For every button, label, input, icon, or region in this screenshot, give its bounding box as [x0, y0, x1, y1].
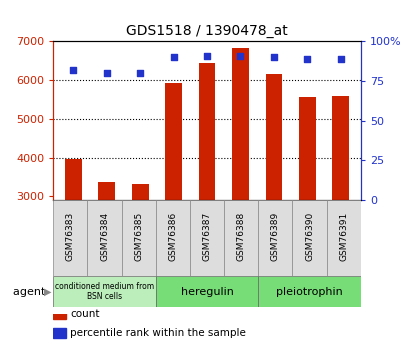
Bar: [224, 200, 258, 276]
Point: [337, 56, 343, 62]
Text: GSM76387: GSM76387: [202, 211, 211, 261]
Text: heregulin: heregulin: [180, 287, 233, 296]
Text: GSM76391: GSM76391: [338, 211, 347, 261]
Bar: [332, 96, 348, 200]
Bar: [121, 200, 155, 276]
Bar: [231, 48, 248, 200]
Text: conditioned medium from
BSN cells: conditioned medium from BSN cells: [55, 282, 154, 301]
Text: GSM76383: GSM76383: [66, 211, 75, 261]
Text: GSM76385: GSM76385: [134, 211, 143, 261]
Bar: [155, 200, 189, 276]
Text: count: count: [70, 309, 99, 319]
Bar: [326, 200, 360, 276]
Bar: [265, 73, 281, 200]
Point: [137, 70, 143, 76]
Point: [170, 55, 176, 60]
Point: [270, 55, 276, 60]
Bar: [53, 200, 87, 276]
Point: [103, 70, 110, 76]
Text: GSM76386: GSM76386: [168, 211, 177, 261]
Text: agent: agent: [13, 287, 49, 296]
Text: GSM76389: GSM76389: [270, 211, 279, 261]
Text: ▶: ▶: [44, 287, 51, 296]
Bar: [98, 182, 115, 200]
Point: [203, 53, 210, 58]
Bar: [189, 200, 224, 276]
Text: GSM76384: GSM76384: [100, 211, 109, 260]
Bar: [258, 276, 360, 307]
Title: GDS1518 / 1390478_at: GDS1518 / 1390478_at: [126, 23, 287, 38]
Bar: [298, 97, 315, 200]
Text: percentile rank within the sample: percentile rank within the sample: [70, 328, 245, 338]
Point: [303, 56, 310, 62]
Bar: [53, 328, 65, 338]
Bar: [198, 63, 215, 200]
Bar: [65, 159, 81, 200]
Bar: [132, 184, 148, 200]
Bar: [53, 309, 65, 319]
Point: [70, 67, 76, 73]
Text: pleiotrophin: pleiotrophin: [276, 287, 342, 296]
Bar: [165, 83, 182, 200]
Bar: [292, 200, 326, 276]
Text: GSM76388: GSM76388: [236, 211, 245, 261]
Bar: [87, 200, 121, 276]
Bar: [258, 200, 292, 276]
Bar: [53, 276, 155, 307]
Point: [237, 53, 243, 58]
Bar: [155, 276, 258, 307]
Text: GSM76390: GSM76390: [304, 211, 313, 261]
